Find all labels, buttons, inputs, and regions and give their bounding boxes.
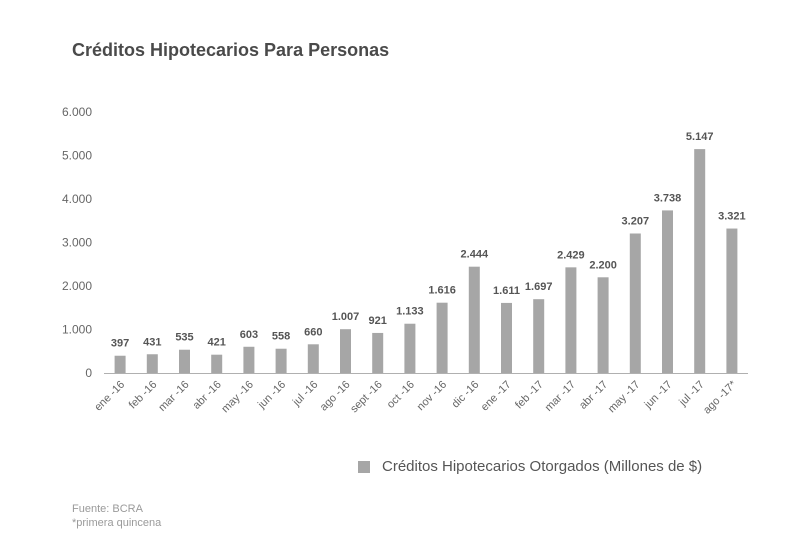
data-label: 3.321 [718,211,746,223]
bar [726,228,738,373]
value-labels: 397 431 535 421 603 558 660 1.007 921 1.133 1.616 2… [111,131,746,350]
legend-swatch [358,460,370,473]
data-label: 3.207 [622,215,650,227]
y-tick-label: 1.000 [62,323,92,337]
bar [565,267,577,373]
x-tick-label: jul -16 [290,379,320,409]
x-tick-label: oct -16 [385,379,417,411]
x-tick-label: feb -17 [513,379,546,412]
x-tick-label: jun -16 [255,379,288,412]
x-tick-label: ago -16 [318,379,353,414]
data-label: 5.147 [686,131,714,143]
bar [501,302,512,373]
x-tick-label: may -16 [219,379,256,416]
data-label: 1.616 [428,285,456,297]
bar [275,348,287,373]
x-tick-label: may -17 [606,379,643,416]
legend-label: Créditos Hipotecarios Otorgados (Millone… [382,458,703,475]
bars [114,149,738,373]
x-tick-label: feb -16 [127,379,160,412]
bar [179,349,190,373]
bar [211,354,223,373]
bar [146,354,158,373]
x-tick-label: mar -16 [156,379,191,414]
data-label: 660 [304,326,322,338]
data-label: 397 [111,338,129,350]
data-label: 3.738 [654,192,682,204]
x-tick-label: dic -16 [450,379,482,411]
data-label: 421 [208,337,226,349]
data-label: 921 [369,315,387,327]
x-tick-label: ago -17* [701,378,739,416]
data-label: 558 [272,331,290,343]
bar [468,266,480,373]
footnote: *primera quincena [72,517,162,529]
x-tick-label: mar -17 [543,379,578,414]
footer: Fuente: BCRA *primera quincena [72,502,161,530]
data-label: 535 [175,332,193,344]
bar [662,210,673,373]
bar [436,302,448,373]
y-tick-label: 0 [85,366,92,380]
bar [629,233,641,373]
bar [597,277,609,373]
data-label: 1.007 [332,311,360,323]
x-tick-label: jul -17 [676,379,706,409]
data-label: 1.697 [525,281,553,293]
data-label: 2.200 [589,259,617,271]
x-tick-label: ene -17 [479,379,514,414]
source-note: Fuente: BCRA [72,503,143,515]
y-tick-label: 3.000 [62,236,92,250]
y-tick-label: 2.000 [62,279,92,293]
legend: Créditos Hipotecarios Otorgados (Millone… [358,458,702,475]
y-tick-label: 6.000 [62,105,92,119]
bar [243,346,255,373]
bar [307,344,319,373]
bar [372,332,384,373]
bar [340,329,351,373]
data-label: 1.133 [396,306,424,318]
bar [694,149,706,373]
bar [533,299,545,373]
data-label: 2.429 [557,249,585,261]
data-label: 1.611 [493,285,520,297]
bar [114,355,126,373]
y-tick-label: 4.000 [62,192,92,206]
data-label: 603 [240,329,258,341]
x-tick-label: nov -16 [415,379,449,413]
bar [404,323,416,373]
data-label: 431 [143,336,161,348]
data-label: 2.444 [461,249,489,261]
chart-title: Créditos Hipotecarios Para Personas [72,40,390,60]
x-tick-label: sept -16 [348,379,385,416]
y-tick-label: 5.000 [62,149,92,163]
y-axis: 0 1.000 2.000 3.000 4.000 5.000 6.000 [62,105,92,380]
x-tick-label: jun -17 [642,379,675,412]
x-tick-label: ene -16 [92,379,127,414]
